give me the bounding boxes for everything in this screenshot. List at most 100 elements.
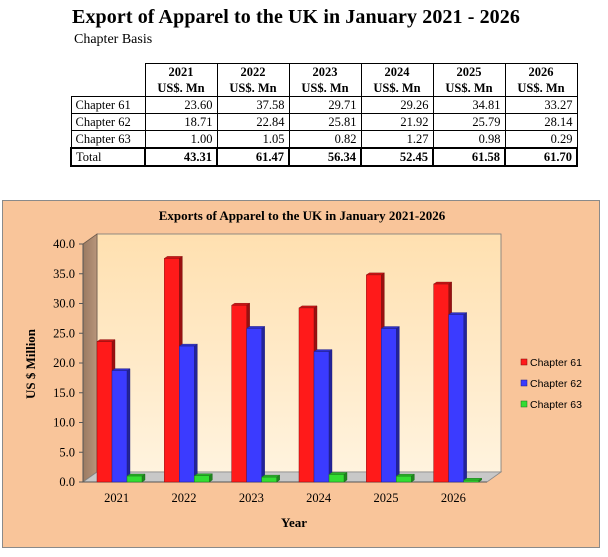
bar-top bbox=[261, 474, 281, 478]
table-cell: 34.81 bbox=[432, 96, 506, 114]
legend-label: Chapter 62 bbox=[530, 378, 582, 390]
bar-front bbox=[179, 345, 195, 483]
table-cell: 0.98 bbox=[432, 130, 506, 149]
bar-top bbox=[96, 339, 116, 342]
bar-front bbox=[298, 307, 315, 483]
x-tick-label: 2026 bbox=[441, 491, 466, 505]
x-tick-label: 2021 bbox=[104, 491, 129, 505]
year-header: 2021 bbox=[144, 63, 218, 80]
table-cell: 23.60 bbox=[144, 96, 218, 114]
unit-header: US$. Mn bbox=[504, 80, 578, 97]
bar-front bbox=[261, 476, 277, 483]
unit-header: US$. Mn bbox=[288, 80, 362, 97]
table-cell: 0.29 bbox=[504, 130, 578, 149]
chart-container: Exports of Apparel to the UK in January … bbox=[2, 200, 600, 548]
bar-chapter-62 bbox=[111, 368, 131, 483]
y-tick-label: 5.0 bbox=[59, 445, 75, 459]
table-corner bbox=[71, 80, 145, 97]
bar-front bbox=[194, 475, 210, 483]
x-axis-title: Year bbox=[281, 515, 307, 530]
bar-top bbox=[395, 473, 415, 477]
table-units-row: US$. Mn US$. Mn US$. Mn US$. Mn US$. Mn … bbox=[71, 80, 578, 97]
table-cell: 1.05 bbox=[216, 130, 290, 149]
table-cell: 18.71 bbox=[144, 113, 218, 131]
bar-front bbox=[433, 283, 449, 483]
bar-front bbox=[246, 328, 262, 483]
export-table: 2021 2022 2023 2024 2025 2026 US$. Mn US… bbox=[70, 63, 578, 167]
table-cell: 0.82 bbox=[288, 130, 362, 149]
bar-side bbox=[261, 326, 265, 483]
bar-front bbox=[381, 328, 397, 483]
bar-top bbox=[231, 303, 251, 306]
y-tick-label: 35.0 bbox=[53, 267, 75, 281]
bar-chart: Exports of Apparel to the UK in January … bbox=[23, 208, 582, 530]
bar-chapter-63 bbox=[395, 473, 415, 483]
bar-chapter-62 bbox=[246, 326, 266, 483]
bar-front bbox=[96, 341, 113, 483]
unit-header: US$. Mn bbox=[360, 80, 434, 97]
table-cell: 21.92 bbox=[360, 113, 434, 131]
x-tick-label: 2024 bbox=[306, 491, 332, 505]
unit-header: US$. Mn bbox=[144, 80, 218, 97]
x-tick-label: 2022 bbox=[172, 491, 197, 505]
total-cell: 56.34 bbox=[288, 147, 362, 167]
y-tick-label: 0.0 bbox=[59, 475, 75, 489]
bar-top bbox=[126, 473, 146, 477]
bar-top bbox=[178, 343, 198, 347]
bar-front bbox=[126, 475, 143, 483]
year-header: 2025 bbox=[432, 63, 506, 80]
bar-front bbox=[328, 474, 345, 483]
legend-label: Chapter 63 bbox=[530, 399, 582, 411]
bar-top bbox=[246, 326, 266, 329]
bar-side bbox=[328, 349, 333, 483]
bar-chapter-63 bbox=[328, 472, 348, 483]
chart-title: Exports of Apparel to the UK in January … bbox=[159, 208, 446, 223]
table-total-row: Total 43.31 61.47 56.34 52.45 61.58 61.7… bbox=[70, 147, 578, 167]
table-row: Chapter 63 1.00 1.05 0.82 1.27 0.98 0.29 bbox=[70, 130, 578, 149]
unit-header: US$. Mn bbox=[432, 80, 506, 97]
total-cell: 61.47 bbox=[216, 147, 290, 167]
year-header: 2022 bbox=[216, 63, 290, 80]
table-cell: 1.27 bbox=[360, 130, 434, 149]
year-header: 2024 bbox=[360, 63, 434, 80]
bar-side bbox=[126, 368, 131, 483]
row-label: Total bbox=[70, 147, 146, 167]
table-cell: 25.81 bbox=[288, 113, 362, 131]
page-title: Export of Apparel to the UK in January 2… bbox=[72, 6, 520, 28]
legend-swatch bbox=[520, 400, 528, 408]
bar-top bbox=[313, 349, 333, 352]
bar-top bbox=[433, 281, 453, 285]
table-cell: 29.26 bbox=[360, 96, 434, 114]
table-row: Chapter 62 18.71 22.84 25.81 21.92 25.79… bbox=[70, 113, 578, 131]
plot-side-wall bbox=[82, 233, 98, 483]
x-tick-label: 2023 bbox=[239, 491, 264, 505]
bar-chapter-62 bbox=[313, 349, 333, 483]
table-cell: 29.71 bbox=[288, 96, 362, 114]
bar-front bbox=[111, 370, 128, 483]
row-label: Chapter 61 bbox=[70, 96, 146, 114]
row-label: Chapter 63 bbox=[70, 130, 146, 149]
bar-top bbox=[463, 478, 483, 481]
bar-front bbox=[448, 314, 464, 483]
bar-front bbox=[463, 480, 479, 483]
bar-chapter-63 bbox=[463, 477, 483, 483]
legend: Chapter 61 Chapter 62 Chapter 63 bbox=[520, 357, 582, 411]
legend-label: Chapter 61 bbox=[530, 357, 582, 369]
table-row: Chapter 61 23.60 37.58 29.71 29.26 34.81… bbox=[70, 96, 578, 114]
bar-front bbox=[231, 304, 247, 483]
bar-front bbox=[366, 274, 382, 483]
y-tick-label: 30.0 bbox=[53, 297, 75, 311]
page-subtitle: Chapter Basis bbox=[74, 32, 153, 47]
bar-chapter-62 bbox=[448, 312, 468, 483]
bar-top bbox=[298, 305, 318, 309]
legend-swatch bbox=[520, 379, 528, 387]
y-axis-title: US $ Million bbox=[23, 328, 38, 399]
table-cell: 33.27 bbox=[504, 96, 578, 114]
total-cell: 61.70 bbox=[504, 147, 578, 167]
bar-front bbox=[164, 258, 180, 483]
y-tick-label: 20.0 bbox=[53, 356, 75, 370]
y-tick-label: 10.0 bbox=[53, 416, 75, 430]
bar-top bbox=[365, 272, 385, 276]
table-cell: 1.00 bbox=[144, 130, 218, 149]
unit-header: US$. Mn bbox=[216, 80, 290, 97]
